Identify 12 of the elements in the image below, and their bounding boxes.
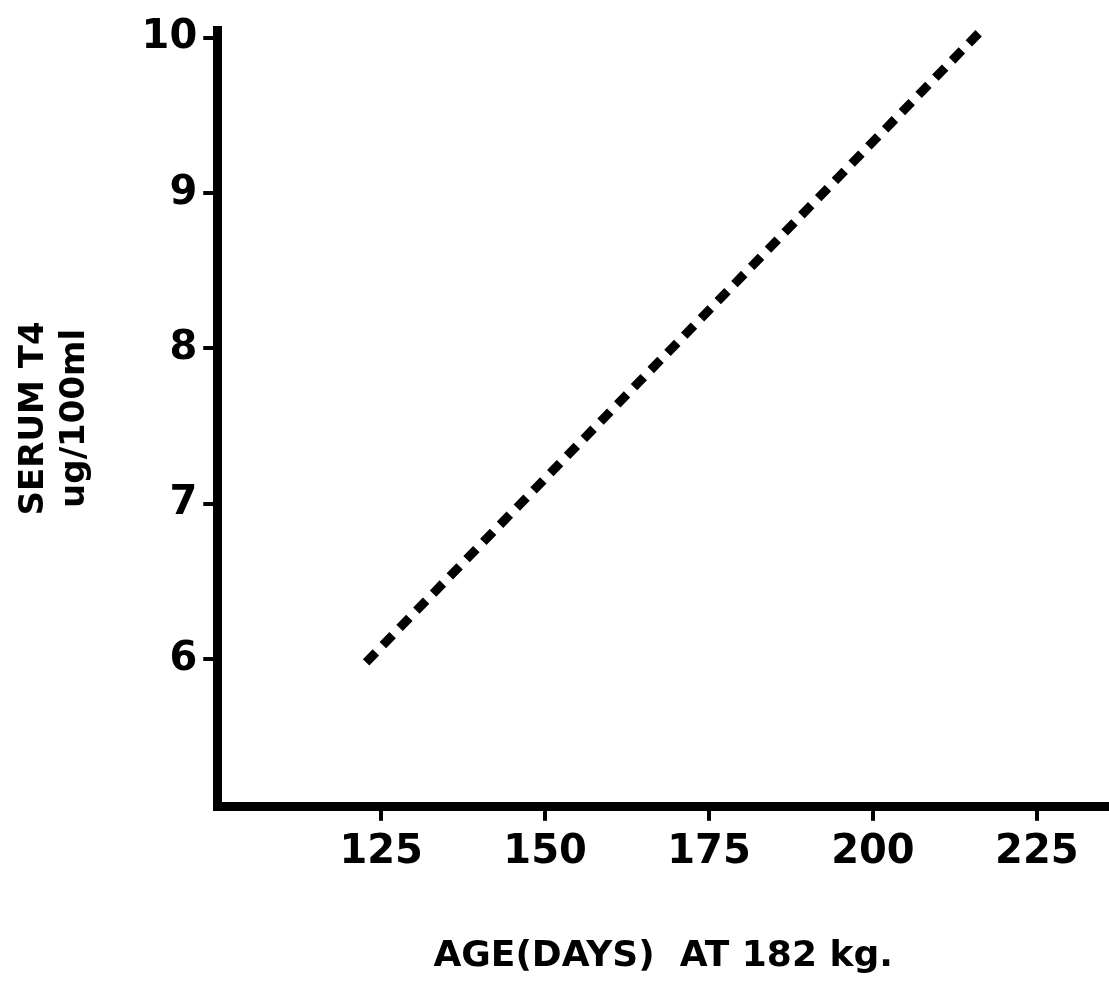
x-tick-label: 225 bbox=[995, 826, 1079, 873]
y-axis-title: SERUM T4 ug/100ml bbox=[11, 321, 93, 516]
x-tick-label: 175 bbox=[667, 826, 751, 873]
y-tick-label: 9 bbox=[169, 166, 198, 213]
y-tick-label: 8 bbox=[169, 321, 198, 368]
y-tick-label: 7 bbox=[169, 477, 198, 524]
x-axis-title: AGE(DAYS) AT 182 kg. bbox=[433, 932, 893, 974]
y-tick-label: 6 bbox=[169, 632, 198, 679]
y-tick-label: 10 bbox=[141, 11, 198, 58]
x-tick-label: 200 bbox=[831, 826, 915, 873]
x-tick-label: 150 bbox=[503, 826, 587, 873]
x-tick-label: 125 bbox=[339, 826, 423, 873]
